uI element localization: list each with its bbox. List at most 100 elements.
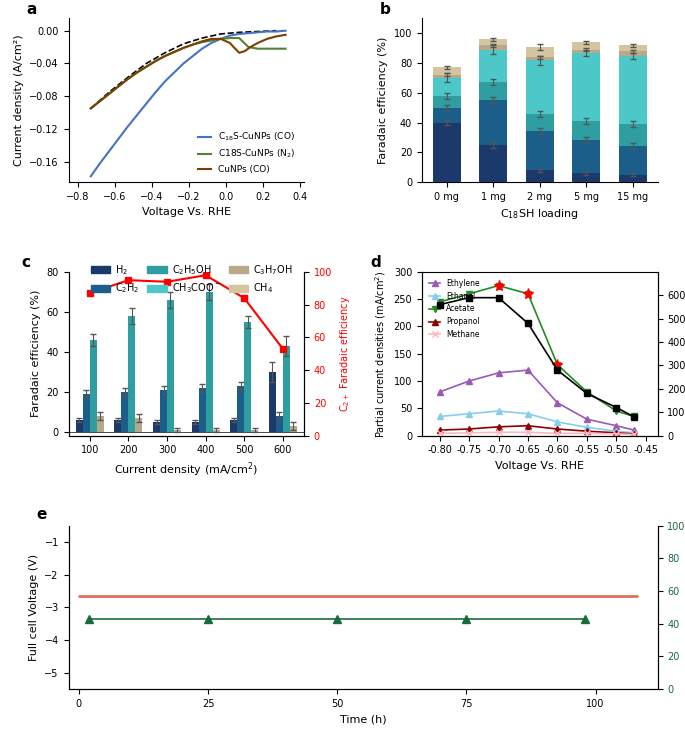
Acetate — [630, 412, 638, 421]
Bar — [114, 419, 121, 432]
Ethylene — [583, 415, 591, 424]
Propanol — [524, 422, 532, 430]
Acetate — [495, 282, 503, 290]
Line: Acetate: Acetate — [437, 283, 637, 419]
Line: Propanol: Propanol — [437, 423, 637, 437]
Bar — [160, 390, 167, 432]
Ethanol — [630, 428, 638, 437]
Bar — [619, 124, 647, 147]
Ethanol — [524, 409, 532, 418]
Bar — [90, 340, 97, 432]
Methane — [524, 428, 532, 437]
Propanol — [612, 428, 621, 437]
Text: d: d — [370, 255, 381, 270]
Bar — [479, 83, 507, 100]
Propanol — [583, 427, 591, 436]
Legend: C$_{18}$S-CuNPs (CO), C18S-CuNPs (N$_2$), CuNPs (CO): C$_{18}$S-CuNPs (CO), C18S-CuNPs (N$_2$)… — [194, 128, 299, 178]
Y-axis label: Partial current densities (mA/cm$^2$): Partial current densities (mA/cm$^2$) — [373, 270, 388, 438]
Bar — [433, 75, 460, 78]
Bar — [97, 416, 103, 432]
Y-axis label: Current density (A/cm²): Current density (A/cm²) — [14, 35, 23, 166]
Ethylene — [612, 422, 621, 430]
Propanol — [465, 425, 473, 433]
Bar — [526, 46, 553, 57]
Propanol — [553, 425, 562, 433]
Ethylene — [465, 377, 473, 385]
Bar — [573, 52, 600, 121]
Bar — [433, 108, 460, 122]
Bar — [526, 131, 553, 170]
Bar — [121, 391, 128, 432]
Acetate — [524, 290, 532, 298]
Bar — [619, 45, 647, 51]
Ethanol — [465, 409, 473, 418]
Ethanol — [583, 423, 591, 432]
Bar — [526, 170, 553, 182]
Bar — [573, 42, 600, 49]
Line: Ethanol: Ethanol — [437, 408, 637, 436]
Ethanol — [495, 407, 503, 416]
Ethylene — [630, 426, 638, 435]
Ethylene — [495, 368, 503, 377]
Methane — [436, 429, 444, 438]
Bar — [479, 45, 507, 49]
Y-axis label: Full cell Voltage (V): Full cell Voltage (V) — [29, 553, 39, 661]
Methane — [583, 429, 591, 438]
Line: Ethylene: Ethylene — [437, 367, 637, 433]
Bar — [174, 430, 181, 432]
Bar — [619, 51, 647, 55]
Text: c: c — [21, 255, 30, 270]
Bar — [153, 422, 160, 432]
Ethylene — [524, 366, 532, 374]
X-axis label: Voltage Vs. RHE: Voltage Vs. RHE — [142, 207, 231, 217]
Bar — [128, 316, 136, 432]
Methane — [553, 429, 562, 438]
Y-axis label: C$_{2+}$ Faradaic efficiency: C$_{2+}$ Faradaic efficiency — [338, 296, 352, 412]
X-axis label: C$_{18}$SH loading: C$_{18}$SH loading — [500, 207, 580, 221]
Bar — [619, 147, 647, 175]
Text: b: b — [379, 1, 390, 16]
Bar — [269, 371, 276, 432]
Bar — [433, 96, 460, 108]
Bar — [433, 68, 460, 75]
Y-axis label: Faradaic efficiency (%): Faradaic efficiency (%) — [31, 290, 41, 417]
Bar — [136, 418, 142, 432]
Bar — [573, 173, 600, 182]
Line: Methane: Methane — [437, 430, 637, 437]
Bar — [276, 416, 283, 432]
Legend: Ethylene, Ethanol, Acetate, Propanol, Methane: Ethylene, Ethanol, Acetate, Propanol, Me… — [426, 276, 483, 342]
Propanol — [495, 422, 503, 431]
Bar — [479, 145, 507, 182]
Ethylene — [553, 399, 562, 408]
Bar — [573, 49, 600, 52]
Acetate — [465, 290, 473, 298]
X-axis label: Time (h): Time (h) — [340, 714, 386, 724]
Bar — [199, 388, 205, 432]
Text: e: e — [36, 507, 47, 522]
Methane — [465, 428, 473, 437]
Bar — [526, 57, 553, 60]
Propanol — [436, 426, 444, 435]
Ethanol — [553, 417, 562, 426]
Y-axis label: Faradaic efficiency (%): Faradaic efficiency (%) — [378, 37, 388, 164]
Bar — [433, 122, 460, 182]
Propanol — [630, 430, 638, 439]
Bar — [251, 430, 258, 432]
Bar — [526, 113, 553, 131]
X-axis label: Voltage Vs. RHE: Voltage Vs. RHE — [495, 461, 584, 471]
Bar — [290, 425, 297, 432]
Methane — [630, 430, 638, 439]
Ethanol — [436, 412, 444, 421]
Bar — [76, 419, 83, 432]
Bar — [167, 300, 174, 432]
Bar — [206, 292, 212, 432]
Methane — [495, 428, 503, 437]
Bar — [619, 175, 647, 182]
Bar — [245, 322, 251, 432]
Bar — [192, 422, 199, 432]
Bar — [479, 39, 507, 45]
Acetate — [553, 360, 562, 369]
Bar — [83, 394, 90, 432]
Ethylene — [436, 388, 444, 397]
Acetate — [612, 407, 621, 416]
